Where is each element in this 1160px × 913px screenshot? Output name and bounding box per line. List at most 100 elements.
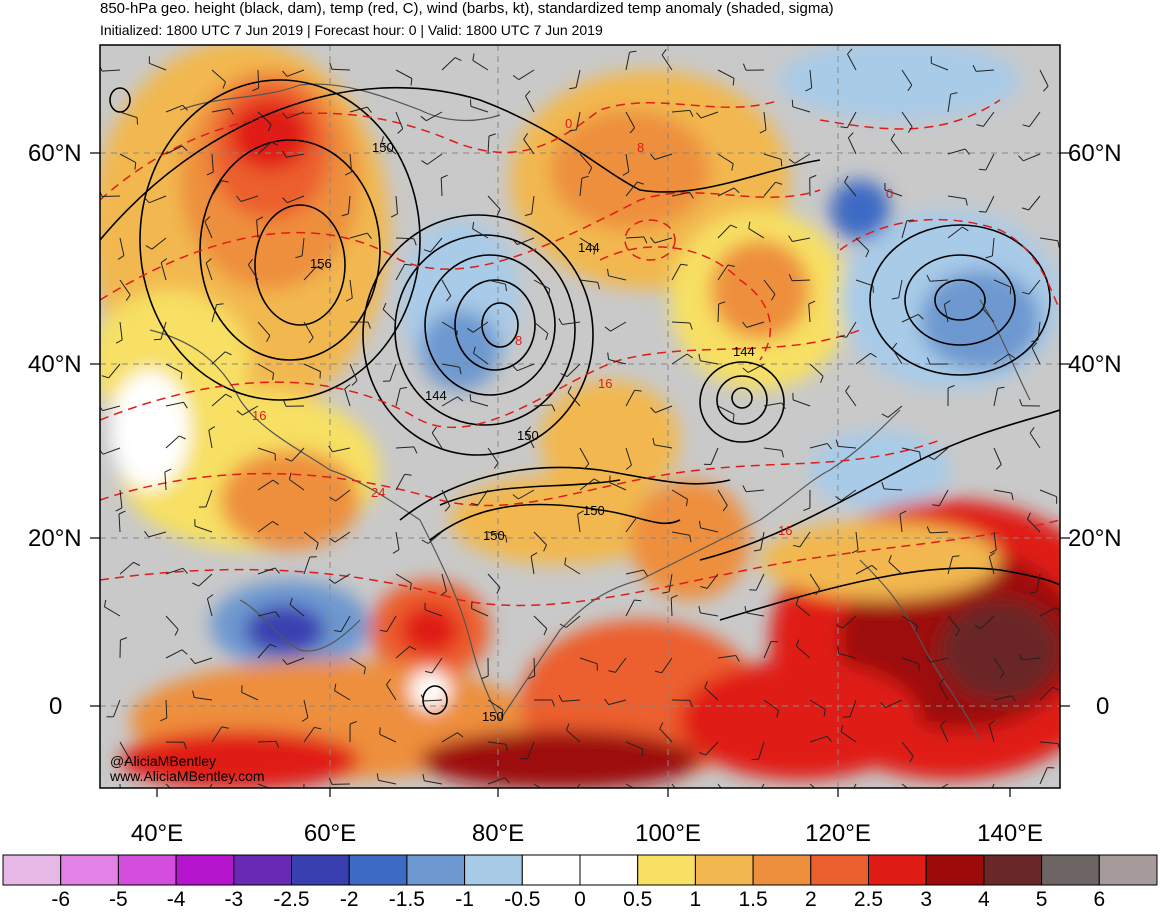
wind-barb: [659, 728, 673, 743]
wind-barb: [427, 531, 443, 544]
wind-barb: [940, 783, 949, 788]
wind-barb: [349, 106, 368, 113]
wind-barb-flag: [727, 264, 735, 267]
wind-barb: [119, 783, 121, 788]
wind-barb: [211, 69, 226, 83]
wind-barb-flag: [1027, 512, 1031, 520]
wind-barb-flag: [808, 300, 816, 305]
wind-barb-flag: [788, 235, 793, 242]
wind-barb-flag: [581, 175, 589, 179]
wind-barb: [1029, 432, 1041, 449]
wind-barb-flag: [379, 629, 387, 632]
wind-barb: [901, 657, 920, 665]
wind-barb: [792, 399, 811, 407]
wind-barb: [840, 731, 857, 743]
wind-barb-flag: [840, 126, 848, 129]
lon-label: 40°E: [130, 820, 184, 847]
wind-barb-flag: [881, 413, 889, 418]
wind-barb: [671, 489, 688, 500]
wind-barb-flag: [888, 555, 892, 562]
wind-barb-flag: [909, 755, 914, 763]
wind-barb-flag: [275, 741, 280, 748]
wind-barb-flag: [593, 478, 601, 483]
wind-barb: [654, 153, 673, 160]
axis-ticks: [90, 152, 1070, 797]
wind-barb-flag: [316, 266, 323, 270]
wind-barb: [240, 195, 259, 202]
wind-barb-flag: [481, 675, 489, 680]
wind-barb: [746, 489, 765, 493]
wind-barb-flag: [689, 535, 692, 543]
wind-barb: [885, 699, 903, 708]
wind-barb: [931, 62, 949, 71]
wind-barb: [575, 69, 581, 88]
wind-barb-flag: [315, 542, 319, 550]
colorbar-tick-label: -1: [455, 888, 474, 911]
wind-barb: [119, 237, 125, 256]
wind-barb: [441, 732, 458, 743]
colorbar-swatch: [521, 854, 581, 886]
wind-barb-flag: [881, 482, 885, 490]
wind-barb-flag: [183, 742, 187, 750]
wind-barb-flag: [179, 435, 186, 440]
wind-barb-flag: [988, 720, 996, 726]
wind-barb: [625, 153, 630, 172]
wind-barb-flag: [870, 352, 877, 358]
wind-barb: [211, 726, 223, 743]
wind-barb-flag: [267, 124, 272, 132]
wind-barb: [980, 615, 995, 629]
wind-barb-flag: [413, 238, 417, 246]
wind-barb-flag: [221, 726, 229, 729]
wind-barb-flag: [376, 773, 379, 781]
wind-barb: [165, 145, 183, 155]
wind-barb: [256, 220, 259, 239]
temp-label: 16: [252, 408, 266, 423]
wind-barb: [441, 279, 452, 296]
wind-barb: [395, 388, 401, 407]
temp-label: 16: [778, 523, 792, 538]
wind-barb-flag: [776, 710, 780, 718]
colorbar-tick-label: -1.5: [388, 888, 425, 911]
wind-barb: [205, 489, 213, 508]
colorbar-swatch: [983, 854, 1043, 886]
wind-barb: [487, 135, 490, 155]
wind-barb-flag: [282, 197, 288, 204]
wind-barb: [206, 598, 213, 617]
wind-barb-flag: [115, 507, 123, 512]
wind-barb: [257, 611, 276, 617]
wind-barb-flag: [865, 250, 870, 258]
colorbar-swatch: [1098, 854, 1158, 886]
wind-barb-flag: [329, 62, 333, 70]
wind-barb-flag: [742, 367, 749, 373]
wind-barb-flag: [926, 274, 931, 282]
wind-barb-flag: [104, 599, 107, 607]
wind-barb-flag: [345, 297, 353, 302]
wind-barb: [257, 111, 272, 125]
wind-barb: [395, 195, 398, 214]
colorbar-swatch: [175, 854, 235, 886]
wind-barb-flag: [907, 126, 913, 133]
wind-barb: [470, 400, 489, 407]
wind-barb: [441, 489, 451, 507]
colorbar-swatch: [637, 854, 696, 886]
wind-barb: [424, 780, 443, 785]
wind-barb: [389, 363, 397, 382]
wind-barb: [579, 657, 598, 665]
height-label: 150: [483, 528, 505, 543]
wind-barb-flag: [604, 326, 611, 332]
wind-barb: [809, 735, 828, 743]
wind-barb: [700, 111, 719, 119]
wind-barb-flag: [124, 757, 130, 764]
wind-barb: [1031, 347, 1041, 365]
wind-barb: [424, 609, 443, 617]
wind-barb-flag: [229, 108, 234, 115]
wind-barb-flag: [1031, 339, 1039, 343]
wind-barb-flag: [733, 187, 740, 194]
wind-barb-flag: [926, 526, 931, 534]
wind-barb-flag: [1021, 207, 1029, 211]
wind-barb-flag: [680, 798, 684, 804]
wind-barb: [441, 57, 456, 71]
wind-barb-flag: [181, 145, 188, 152]
wind-barb-flag: [965, 198, 968, 206]
wind-barb: [898, 279, 903, 298]
